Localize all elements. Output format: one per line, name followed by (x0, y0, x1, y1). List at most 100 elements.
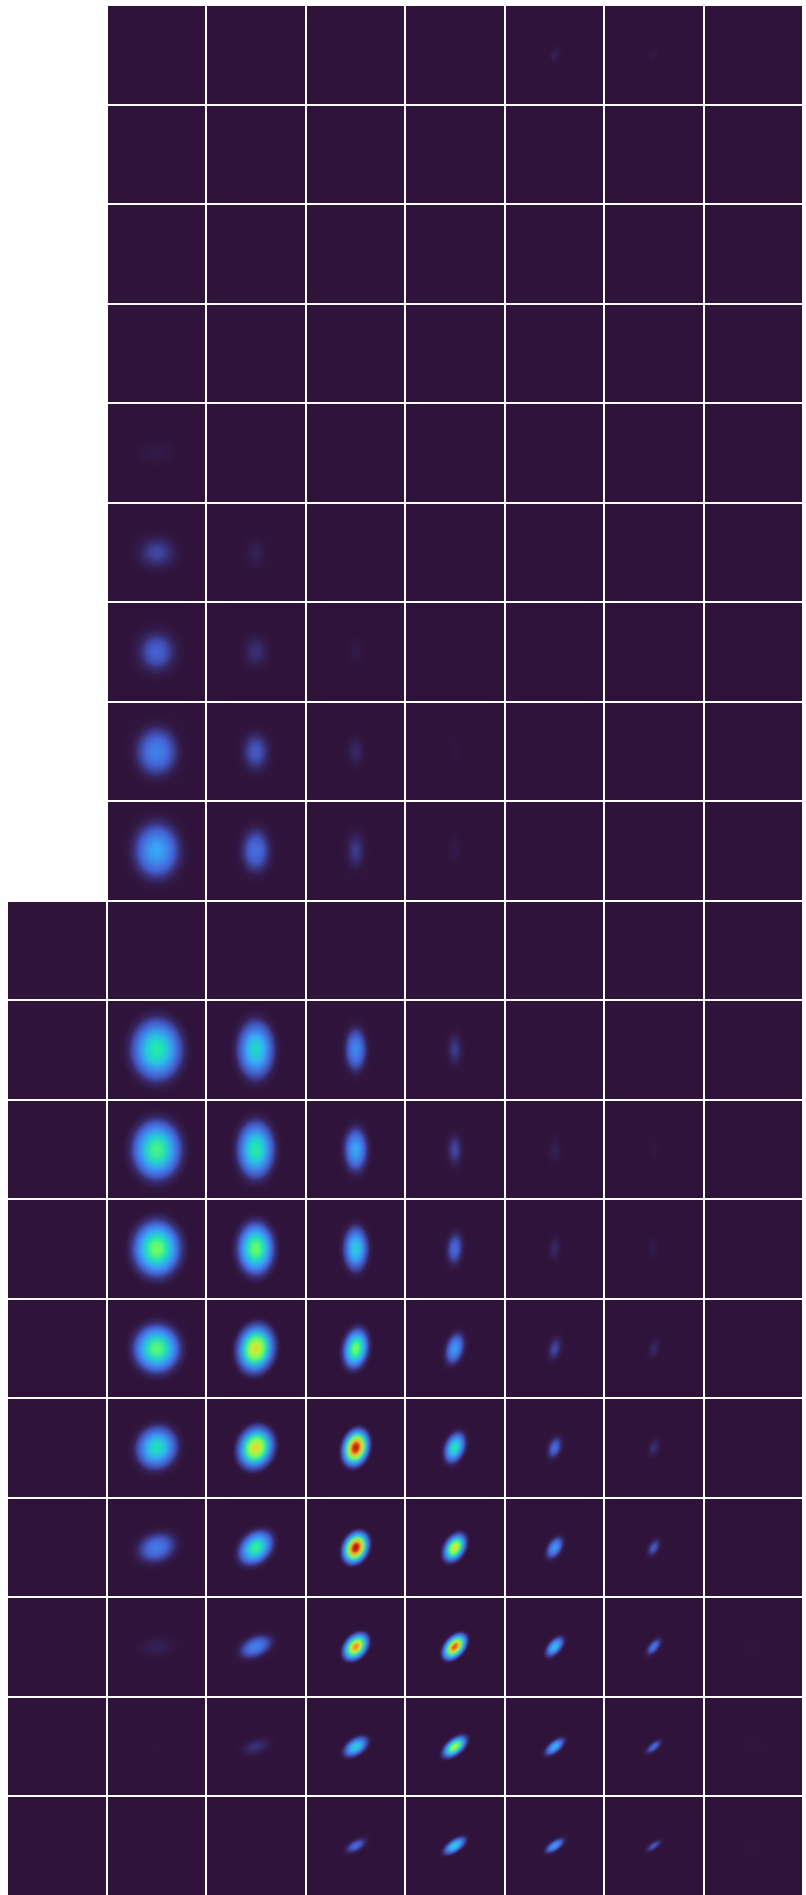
heatmap-panel (605, 1001, 703, 1099)
gaussian-blob (336, 717, 375, 786)
heatmap-panel (207, 1001, 305, 1099)
gaussian-blob (335, 811, 375, 890)
heatmap-panel (107, 1598, 205, 1696)
blob-ellipse (704, 1801, 802, 1890)
gaussian-blob (120, 1518, 192, 1576)
gaussian-blob (638, 1834, 669, 1858)
blob-ellipse (335, 1212, 376, 1285)
heatmap-panel (107, 1797, 205, 1895)
heatmap-panel (107, 105, 205, 203)
heatmap-panel (704, 1498, 802, 1596)
blob-ellipse (228, 1313, 283, 1383)
gaussian-blob (540, 1220, 568, 1277)
heatmap-panel (207, 1598, 305, 1696)
blob-ellipse (438, 1527, 472, 1568)
heatmap-panel (306, 1797, 404, 1895)
heatmap-panel (306, 802, 404, 900)
heatmap-panel (505, 1797, 603, 1895)
gaussian-blob (117, 706, 195, 797)
heatmap-panel (107, 205, 205, 303)
heatmap-panel (406, 205, 504, 303)
blob-ellipse (120, 1311, 192, 1385)
blob-ellipse (539, 1630, 570, 1664)
gaussian-blob (224, 1727, 287, 1766)
gaussian-blob (336, 1422, 374, 1473)
heatmap-panel (704, 1001, 802, 1099)
blob-ellipse (640, 1530, 667, 1565)
heatmap-panel (406, 1200, 504, 1298)
gaussian-blob (231, 521, 281, 584)
heatmap-panel (207, 304, 305, 402)
blob-ellipse (118, 1103, 195, 1196)
heatmap-panel (306, 1598, 404, 1696)
gaussian-blob (641, 1223, 667, 1274)
heatmap-panel (704, 304, 802, 402)
heatmap-panel (406, 1498, 504, 1596)
blob-ellipse (229, 1520, 283, 1574)
heatmap-panel (704, 603, 802, 701)
heatmap-panel (704, 702, 802, 800)
heatmap-panel (207, 802, 305, 900)
blob-ellipse (117, 1622, 195, 1672)
gaussian-blob (335, 1831, 375, 1861)
blob-ellipse (113, 424, 200, 481)
heatmap-panel (406, 105, 504, 203)
heatmap-panel (505, 802, 603, 900)
heatmap-panel (107, 1299, 205, 1397)
heatmap-panel (306, 702, 404, 800)
heatmap-panel (107, 1399, 205, 1497)
gaussian-blob (439, 721, 470, 781)
heatmap-panel (605, 1598, 703, 1696)
blob-ellipse (117, 1725, 195, 1767)
heatmap-panel (107, 503, 205, 601)
blob-ellipse (539, 1528, 569, 1567)
heatmap-panel (605, 503, 703, 601)
blob-ellipse (439, 816, 471, 885)
blob-ellipse (335, 1010, 375, 1089)
heatmap-panel (406, 304, 504, 402)
blob-ellipse (335, 1729, 375, 1763)
heatmap-panel (207, 1399, 305, 1497)
blob-ellipse (437, 1730, 473, 1763)
blob-ellipse (120, 1518, 192, 1576)
heatmap-panel (406, 1797, 504, 1895)
heatmap-panel (306, 1399, 404, 1497)
gaussian-blob (228, 1208, 284, 1289)
blob-ellipse (335, 811, 375, 890)
heatmap-panel (505, 503, 603, 601)
gaussian-blob (438, 1217, 471, 1280)
heatmap-panel (306, 1498, 404, 1596)
blob-ellipse (541, 37, 568, 72)
gaussian-blob (229, 1417, 282, 1478)
heatmap-panel (306, 6, 404, 104)
blob-ellipse (641, 1122, 667, 1177)
heatmap-panel (704, 1299, 802, 1397)
heatmap-panel (704, 105, 802, 203)
blob-ellipse (437, 1831, 473, 1860)
heatmap-panel (605, 1100, 703, 1198)
heatmap-panel (505, 1200, 603, 1298)
heatmap-panel (306, 603, 404, 701)
heatmap-panel (704, 1598, 802, 1696)
gaussian-blob (123, 1413, 189, 1482)
heatmap-panel (605, 1399, 703, 1497)
heatmap-panel (8, 1001, 106, 1099)
heatmap-panel (406, 1299, 504, 1397)
blob-ellipse (439, 721, 470, 781)
heatmap-panel (207, 105, 305, 203)
blob-ellipse (337, 1628, 373, 1666)
gaussian-blob (704, 1602, 802, 1691)
heatmap-panel (605, 702, 703, 800)
blob-ellipse (335, 1831, 375, 1861)
blob-ellipse (116, 1001, 197, 1099)
gaussian-blob (539, 1630, 570, 1664)
gaussian-blob (704, 1702, 802, 1791)
blob-ellipse (540, 1118, 569, 1180)
blob-ellipse (438, 1423, 472, 1472)
gaussian-blob (437, 1730, 473, 1763)
gaussian-blob (638, 1732, 669, 1760)
heatmap-panel (505, 1598, 603, 1696)
gaussian-blob (117, 1725, 195, 1767)
gaussian-blob (335, 1212, 376, 1285)
heatmap-panel (107, 702, 205, 800)
